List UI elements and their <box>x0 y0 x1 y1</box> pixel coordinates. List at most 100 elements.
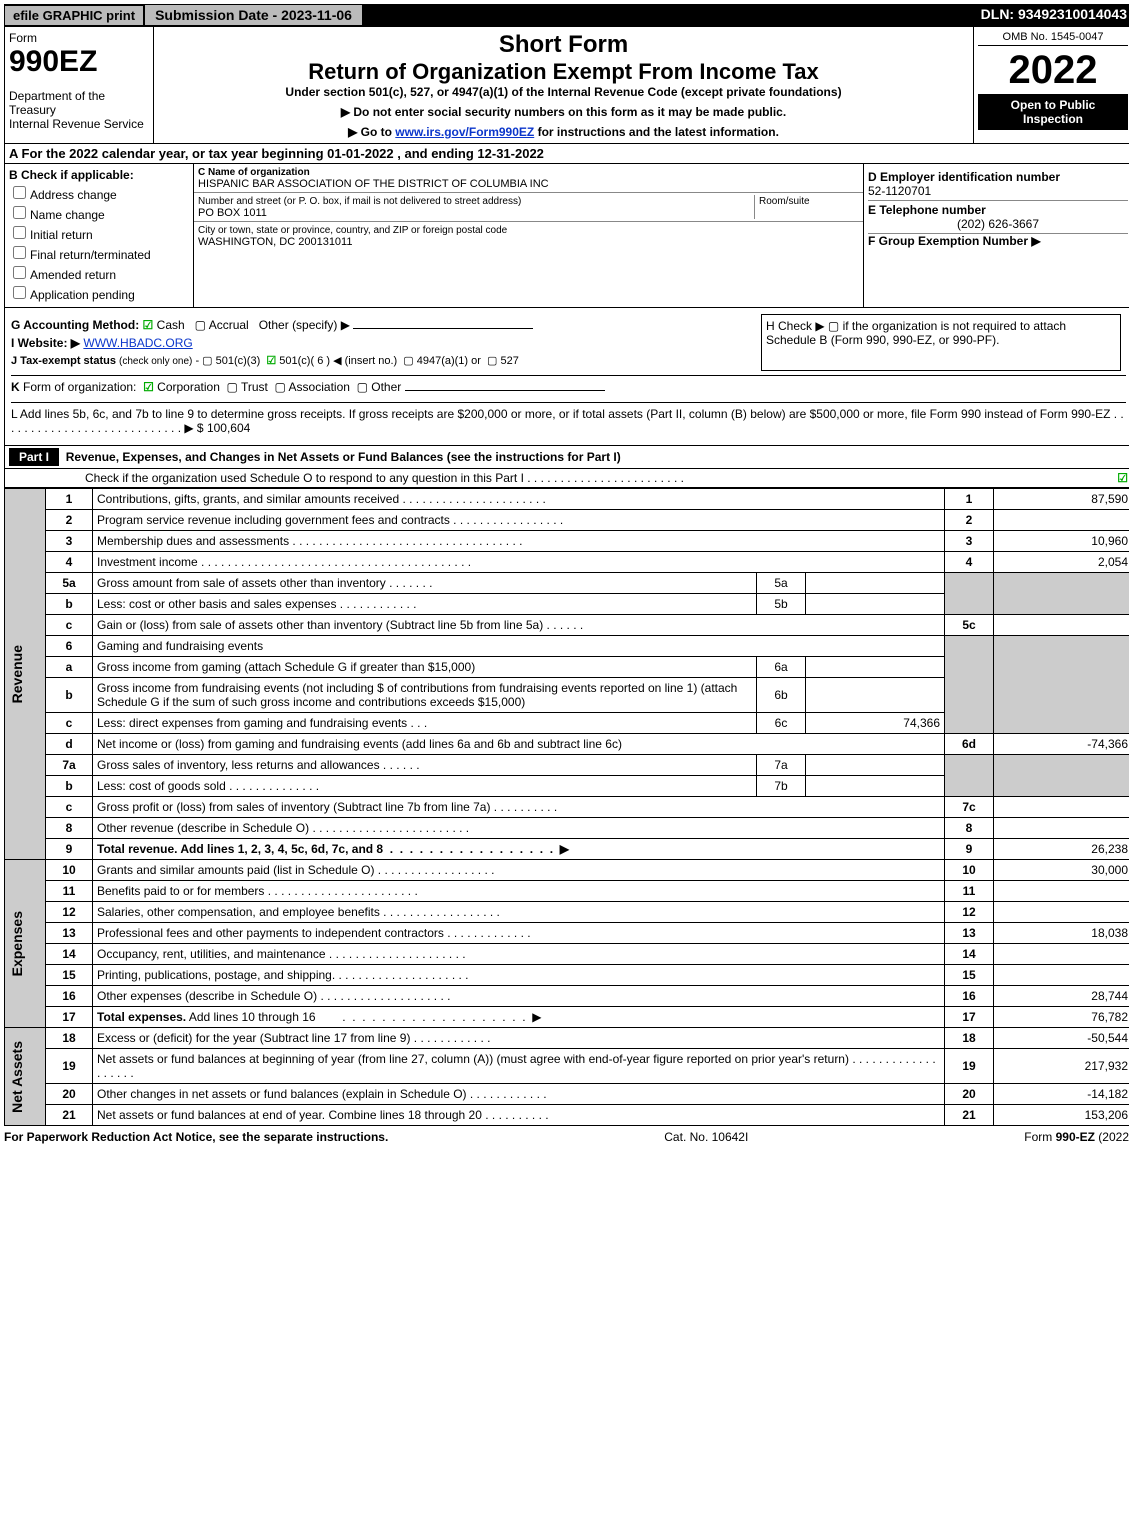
goto-link[interactable]: www.irs.gov/Form990EZ <box>395 125 534 139</box>
l6d-desc: Net income or (loss) from gaming and fun… <box>93 734 945 755</box>
l3-desc: Membership dues and assessments . . . . … <box>93 531 945 552</box>
l20-val: -14,182 <box>994 1084 1129 1105</box>
goto-suffix: for instructions and the latest informat… <box>538 125 779 139</box>
l5c-box: 5c <box>945 615 994 636</box>
l15-num: 15 <box>46 965 93 986</box>
street-label: Number and street (or P. O. box, if mail… <box>198 196 521 207</box>
revenue-vlabel: Revenue <box>9 645 25 703</box>
i-line: I Website: ▶ WWW.HBADC.ORG <box>11 336 761 350</box>
l10-num: 10 <box>46 860 93 881</box>
l16-desc: Other expenses (describe in Schedule O) … <box>93 986 945 1007</box>
l1-desc: Contributions, gifts, grants, and simila… <box>93 489 945 510</box>
chk-name-box[interactable] <box>13 206 26 219</box>
room-label: Room/suite <box>759 196 810 207</box>
l6d-val: -74,366 <box>994 734 1129 755</box>
l1-val: 87,590 <box>994 489 1129 510</box>
chk-initial-box[interactable] <box>13 226 26 239</box>
donot-note: ▶ Do not enter social security numbers o… <box>158 105 969 119</box>
website-link[interactable]: WWW.HBADC.ORG <box>83 336 192 350</box>
chk-final: Final return/terminated <box>9 243 189 262</box>
l10-box: 10 <box>945 860 994 881</box>
l7a-num: 7a <box>46 755 93 776</box>
l8-desc: Other revenue (describe in Schedule O) .… <box>93 818 945 839</box>
l16-val: 28,744 <box>994 986 1129 1007</box>
l6a-midval <box>806 657 945 678</box>
l18-box: 18 <box>945 1028 994 1049</box>
l9-box: 9 <box>945 839 994 860</box>
chk-address-box[interactable] <box>13 186 26 199</box>
short-form-title: Short Form <box>158 31 969 59</box>
l18-desc: Excess or (deficit) for the year (Subtra… <box>93 1028 945 1049</box>
l19-val: 217,932 <box>994 1049 1129 1084</box>
cash-label: Cash <box>157 318 185 332</box>
schedule-o-check-icon: ☑ <box>1117 471 1128 485</box>
l9-num: 9 <box>46 839 93 860</box>
row-a: A For the 2022 calendar year, or tax yea… <box>4 144 1129 164</box>
l1-box: 1 <box>945 489 994 510</box>
l11-box: 11 <box>945 881 994 902</box>
l6c-midval: 74,366 <box>806 713 945 734</box>
l13-desc: Professional fees and other payments to … <box>93 923 945 944</box>
chk-initial-label: Initial return <box>30 228 93 242</box>
d-label: D Employer identification number <box>868 170 1060 184</box>
return-title: Return of Organization Exempt From Incom… <box>158 59 969 85</box>
grey-6 <box>945 636 994 734</box>
l6b-desc: Gross income from fundraising events (no… <box>93 678 757 713</box>
l6d-box: 6d <box>945 734 994 755</box>
j-line: J Tax-exempt status (check only one) - ▢… <box>11 354 761 367</box>
l17-val: 76,782 <box>994 1007 1129 1028</box>
chk-amended-box[interactable] <box>13 266 26 279</box>
l3-box: 3 <box>945 531 994 552</box>
chk-address-label: Address change <box>30 188 117 202</box>
open-public: Open to Public Inspection <box>978 94 1128 130</box>
l7b-desc: Less: cost of goods sold . . . . . . . .… <box>93 776 757 797</box>
l4-box: 4 <box>945 552 994 573</box>
footer-center: Cat. No. 10642I <box>664 1130 748 1144</box>
l5a-desc: Gross amount from sale of assets other t… <box>93 573 757 594</box>
l11-val <box>994 881 1129 902</box>
l5a-mid: 5a <box>757 573 806 594</box>
expenses-vlabel: Expenses <box>9 911 25 976</box>
l6-desc: Gaming and fundraising events <box>93 636 945 657</box>
chk-final-label: Final return/terminated <box>30 248 151 262</box>
efile-print-button[interactable]: efile GRAPHIC print <box>4 5 144 26</box>
l7b-num: b <box>46 776 93 797</box>
l5a-midval <box>806 573 945 594</box>
l11-desc: Benefits paid to or for members . . . . … <box>93 881 945 902</box>
l11-num: 11 <box>46 881 93 902</box>
l7a-mid: 7a <box>757 755 806 776</box>
part-i-title: Revenue, Expenses, and Changes in Net As… <box>66 450 621 464</box>
chk-application: Application pending <box>9 283 189 302</box>
l17-box: 17 <box>945 1007 994 1028</box>
chk-amended: Amended return <box>9 263 189 282</box>
l8-box: 8 <box>945 818 994 839</box>
chk-application-box[interactable] <box>13 286 26 299</box>
l4-desc: Investment income . . . . . . . . . . . … <box>93 552 945 573</box>
l6a-num: a <box>46 657 93 678</box>
dept-label: Department of the Treasury <box>9 89 149 117</box>
l4-num: 4 <box>46 552 93 573</box>
chk-name: Name change <box>9 203 189 222</box>
footer-right: Form 990-EZ (2022) <box>1024 1130 1129 1144</box>
l6c-num: c <box>46 713 93 734</box>
omb-number: OMB No. 1545-0047 <box>978 31 1128 46</box>
l8-val <box>994 818 1129 839</box>
l8-num: 8 <box>46 818 93 839</box>
under-section: Under section 501(c), 527, or 4947(a)(1)… <box>158 85 969 99</box>
l-label: L Add lines 5b, 6c, and 7b to line 9 to … <box>11 407 1124 435</box>
chk-final-box[interactable] <box>13 246 26 259</box>
l13-box: 13 <box>945 923 994 944</box>
l18-val: -50,544 <box>994 1028 1129 1049</box>
l18-num: 18 <box>46 1028 93 1049</box>
l21-box: 21 <box>945 1105 994 1126</box>
org-name: HISPANIC BAR ASSOCIATION OF THE DISTRICT… <box>198 178 549 190</box>
irs-label: Internal Revenue Service <box>9 117 149 131</box>
grey-7-val <box>994 755 1129 797</box>
netassets-vlabel: Net Assets <box>9 1041 25 1113</box>
goto-prefix: ▶ Go to <box>348 125 395 139</box>
l14-box: 14 <box>945 944 994 965</box>
l6-num: 6 <box>46 636 93 657</box>
l12-num: 12 <box>46 902 93 923</box>
form-number: 990EZ <box>9 45 149 79</box>
section-g: G Accounting Method: ☑ Cash ▢ Accrual Ot… <box>4 308 1129 446</box>
